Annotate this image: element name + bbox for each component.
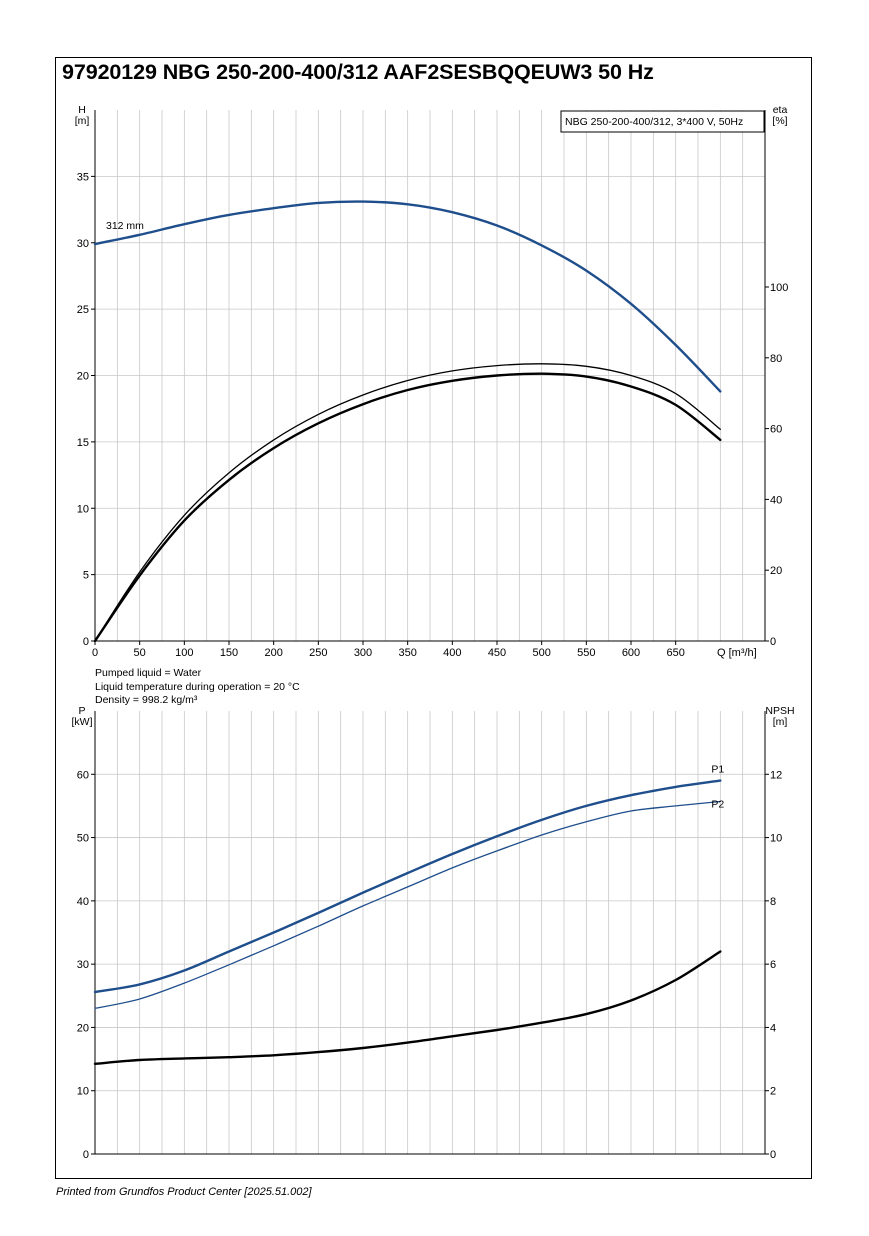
x-axis-label: Q [m³/h] [717,647,757,659]
y-tick-label-right: 10 [770,833,782,845]
y-tick-label-right: 40 [770,494,782,506]
x-tick-label: 450 [488,647,506,659]
x-tick-label: 0 [92,647,98,659]
y-tick-label-left: 10 [77,1086,89,1098]
y-axis-label-right-symbol: eta [773,104,788,116]
x-tick-label: 600 [622,647,640,659]
y-axis-label-right-unit: [m] [773,716,788,728]
y-axis-label-left-unit: [kW] [72,716,93,728]
y-tick-label-left: 5 [83,570,89,582]
x-tick-label: 150 [220,647,238,659]
y-tick-label-right: 100 [770,282,788,294]
liquid-info-type: Pumped liquid = Water [95,667,202,679]
y-tick-label-right: 20 [770,565,782,577]
y-axis-label-left-unit: [m] [75,115,90,127]
series-line-1-1 [94,800,721,1010]
series-line-0-1 [94,363,721,642]
y-tick-label-right: 12 [770,769,782,781]
y-tick-label-left: 35 [77,171,89,183]
y-tick-label-right: 60 [770,424,782,436]
footer-note: Printed from Grundfos Product Center [20… [56,1186,312,1198]
x-tick-label: 650 [666,647,684,659]
x-tick-label: 500 [532,647,550,659]
y-axis-label-left-symbol: H [78,104,86,116]
y-tick-label-left: 10 [77,503,89,515]
y-tick-label-right: 0 [770,636,776,648]
y-tick-label-left: 30 [77,238,89,250]
y-tick-label-left: 0 [83,1149,89,1161]
y-tick-label-right: 8 [770,896,776,908]
y-tick-label-left: 60 [77,769,89,781]
y-tick-label-left: 20 [77,371,89,383]
y-tick-label-right: 0 [770,1149,776,1161]
series-label-1-1: P2 [711,798,724,810]
legend-box-text: NBG 250-200-400/312, 3*400 V, 50Hz [565,116,743,128]
y-tick-label-left: 20 [77,1022,89,1034]
legend-box [560,110,765,133]
series-line-1-2 [93,950,722,1065]
y-tick-label-left: 40 [77,896,89,908]
x-tick-label: 550 [577,647,595,659]
y-axis-label-right-unit: [%] [772,115,787,127]
x-tick-label: 300 [354,647,372,659]
x-tick-label: 350 [398,647,416,659]
x-tick-label: 50 [134,647,146,659]
document-frame [55,57,812,1179]
series-line-1-0 [93,779,722,994]
x-tick-label: 250 [309,647,327,659]
y-tick-label-left: 15 [77,437,89,449]
series-line-0-0 [93,200,722,393]
y-tick-label-right: 4 [770,1022,776,1034]
series-line-0-2 [93,372,722,643]
y-tick-label-left: 25 [77,304,89,316]
y-axis-label-right-symbol: NPSH [765,705,794,717]
y-axis-label-left-symbol: P [78,705,85,717]
y-tick-label-right: 80 [770,353,782,365]
x-tick-label: 200 [264,647,282,659]
x-tick-label: 100 [175,647,193,659]
y-tick-label-left: 50 [77,833,89,845]
series-label-1-0: P1 [711,764,724,776]
y-tick-label-right: 2 [770,1086,776,1098]
y-tick-label-left: 30 [77,959,89,971]
y-tick-label-left: 0 [83,636,89,648]
liquid-info-temperature: Liquid temperature during operation = 20… [95,681,300,693]
y-tick-label-right: 6 [770,959,776,971]
x-tick-label: 400 [443,647,461,659]
page-title: 97920129 NBG 250-200-400/312 AAF2SESBQQE… [62,60,654,84]
liquid-info-density: Density = 998.2 kg/m³ [95,694,198,706]
series-label-0-0: 312 mm [106,220,144,232]
